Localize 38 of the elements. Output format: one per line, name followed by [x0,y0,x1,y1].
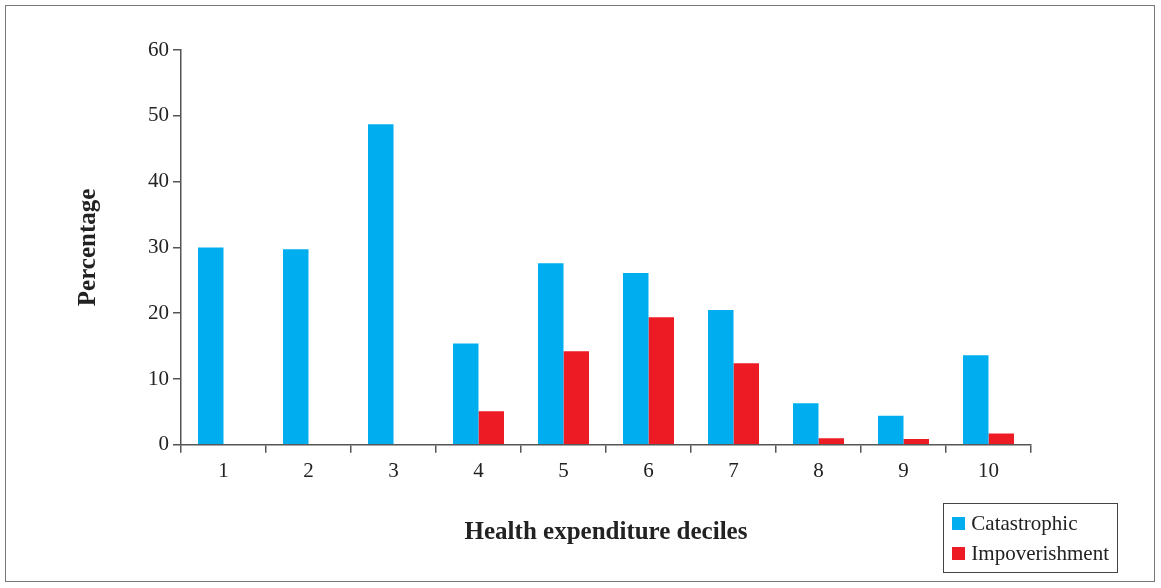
x-tick-label: 8 [813,457,824,482]
bar [733,363,759,445]
bar [283,249,309,445]
bar [818,438,844,445]
x-tick-label: 4 [473,457,485,482]
x-tick-label: 6 [643,457,654,482]
y-tick-label: 60 [148,36,169,61]
y-tick-label: 20 [148,299,169,324]
y-tick-label: 40 [148,168,169,193]
y-tick-label: 0 [158,431,169,456]
bar [478,411,504,445]
x-tick-label: 1 [218,457,229,482]
y-tick-label: 30 [148,233,169,258]
y-tick-label: 50 [148,102,169,127]
y-tick-label: 10 [148,365,169,390]
legend-label: Catastrophic [971,510,1078,536]
bar [648,317,674,445]
x-tick-label: 7 [728,457,739,482]
x-tick-label: 5 [558,457,569,482]
x-tick-label: 3 [388,457,399,482]
bar [563,351,589,445]
bar [623,273,649,445]
bar [708,309,734,445]
bar [988,433,1014,445]
bar [368,124,394,445]
bar [878,415,904,445]
x-tick-label: 2 [303,457,314,482]
bar [903,438,929,445]
x-tick-label: 10 [978,457,999,482]
bar [538,263,564,445]
bar [453,343,479,445]
legend-label: Impoverishment [971,540,1109,566]
x-axis-title: Health expenditure deciles [464,517,748,545]
y-axis-title: Percentage [73,188,101,307]
bar [963,355,989,445]
bar [793,403,819,445]
x-tick-label: 9 [898,457,909,482]
bar [198,247,224,445]
